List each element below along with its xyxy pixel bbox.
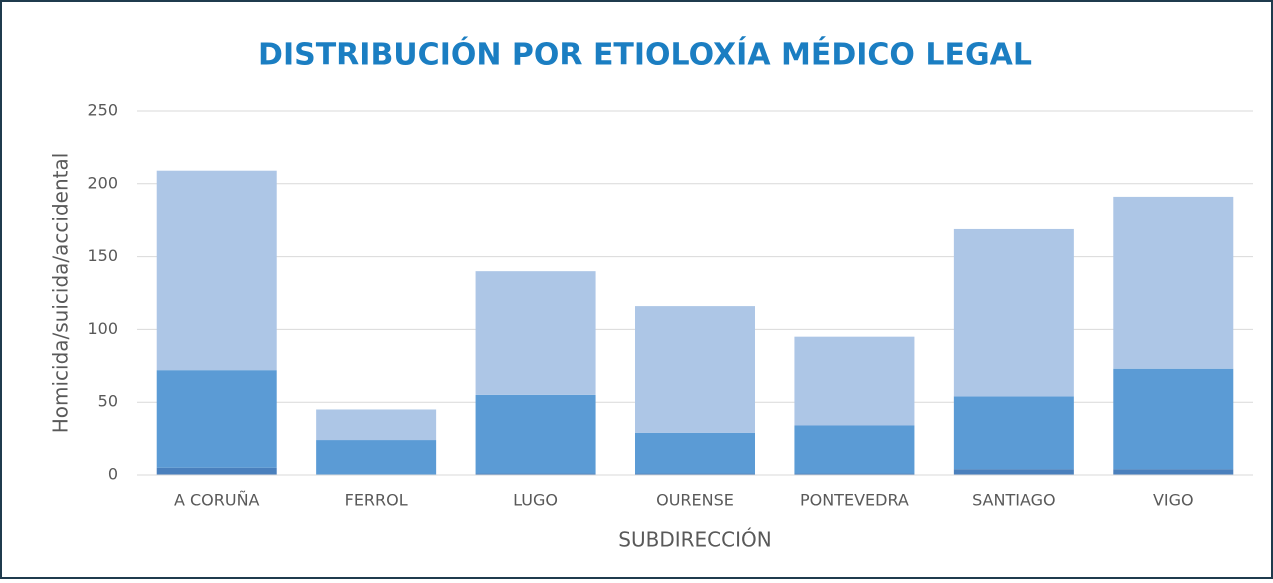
bar-segment: [475, 271, 596, 395]
bar-segment: [794, 473, 915, 475]
y-axis-title: Homicida/suicida/accidental: [49, 153, 73, 434]
bar-segment: [316, 409, 437, 441]
x-axis-title: SUBDIRECCIÓN: [618, 528, 771, 552]
chart-title: DISTRIBUCIÓN POR ETIOLOXÍA MÉDICO LEGAL: [258, 36, 1032, 73]
bar-segment: [156, 467, 277, 475]
x-tick-label: A CORUÑA: [174, 491, 260, 510]
y-tick-label: 250: [87, 101, 118, 120]
bar-segment: [1113, 368, 1234, 470]
x-tick-label: VIGO: [1153, 491, 1194, 510]
y-tick-label: 200: [87, 173, 118, 192]
bar-segment: [316, 440, 437, 475]
bar-segment: [475, 394, 596, 474]
bar-segment: [953, 396, 1074, 470]
y-tick-label: 0: [108, 465, 118, 484]
bar-segment: [953, 228, 1074, 397]
bar-segment: [475, 473, 596, 475]
y-tick-label: 150: [87, 246, 118, 265]
bar-segment: [635, 306, 755, 433]
bar-segment: [953, 469, 1074, 475]
x-tick-label: SANTIAGO: [972, 491, 1056, 510]
x-tick-label: LUGO: [513, 491, 558, 510]
x-tick-label: FERROL: [345, 491, 408, 510]
x-tick-label: PONTEVEDRA: [800, 491, 909, 510]
bar-segment: [794, 425, 915, 474]
bar-segment: [156, 170, 277, 371]
bar-segment: [635, 432, 755, 474]
bar-segment: [794, 336, 915, 426]
bar-segment: [635, 473, 755, 475]
bar-segment: [156, 370, 277, 468]
bar-segment: [1113, 469, 1234, 475]
y-tick-label: 50: [98, 392, 118, 411]
y-tick-label: 100: [87, 319, 118, 338]
bar-segment: [1113, 196, 1234, 369]
x-tick-label: OURENSE: [656, 491, 734, 510]
